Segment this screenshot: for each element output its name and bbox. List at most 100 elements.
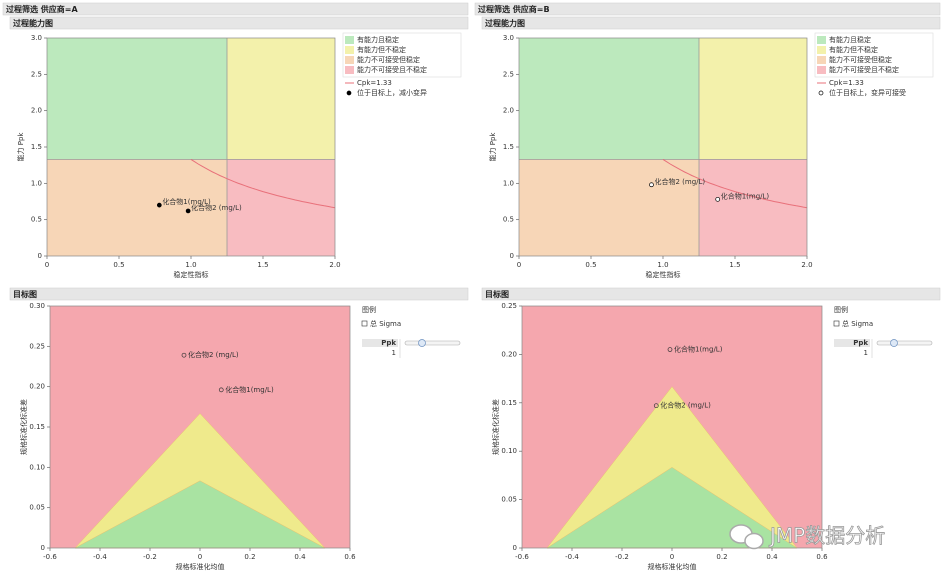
point-label: 化合物1(mg/L) (162, 197, 211, 206)
legend-label: Cpk=1.33 (357, 79, 392, 87)
capability-region (519, 38, 699, 160)
y-axis-title: 能力 Ppk (488, 132, 497, 162)
y-tick-label: 0.5 (503, 216, 514, 224)
legend-marker (818, 90, 824, 96)
point-label: 化合物1(mg/L) (721, 191, 770, 200)
legend-label: 有能力但不稳定 (357, 45, 406, 54)
y-tick-label: 1.5 (31, 143, 42, 151)
y-tick-label: 0.15 (29, 423, 45, 431)
y-tick-label: 0 (41, 544, 45, 552)
legend-frame (814, 32, 934, 78)
legend-label: 能力不可接受且不稳定 (829, 65, 899, 74)
y-tick-label: 0 (38, 252, 42, 260)
x-tick-label: 1.0 (657, 261, 668, 269)
legend-swatch (345, 36, 354, 44)
x-tick-label: 1.5 (257, 261, 268, 269)
capability-region (47, 38, 227, 160)
x-tick-label: -0.6 (43, 553, 57, 561)
capability-region (47, 159, 227, 256)
x-tick-label: 2.0 (329, 261, 340, 269)
legend-swatch (345, 46, 354, 54)
y-tick-label: 2.5 (503, 70, 514, 78)
x-tick-label: 0.5 (585, 261, 596, 269)
legend-swatch (817, 66, 826, 74)
table-cell: 1 (392, 349, 396, 357)
section-header (481, 16, 941, 30)
legend-label: 能力不可接受且不稳定 (357, 65, 427, 74)
watermark-text: JMP数据分析 (768, 524, 885, 548)
section-header (9, 16, 469, 30)
section-title: 过程能力图 (13, 18, 53, 28)
legend-label: 有能力且稳定 (357, 35, 399, 44)
legend-marker (346, 90, 352, 96)
point-label: 化合物2 (mg/L) (188, 350, 239, 359)
y-tick-label: 0 (510, 252, 514, 260)
y-tick-label: 0.25 (29, 342, 45, 350)
y-tick-label: 0 (513, 544, 517, 552)
x-tick-label: 0.4 (766, 553, 778, 561)
cpk-curve (662, 158, 808, 209)
legend-label: 位于目标上，减小变异 (357, 88, 427, 97)
point-label: 化合物2 (mg/L) (191, 203, 242, 212)
ppk-slider-knob[interactable] (418, 339, 426, 347)
y-tick-label: 0.10 (29, 463, 45, 471)
legend-marker (361, 320, 368, 327)
y-tick-label: 0.25 (501, 302, 517, 310)
y-tick-label: 0.5 (31, 216, 42, 224)
y-tick-label: 0.20 (501, 350, 517, 358)
watermark: JMP数据分析 (729, 523, 886, 550)
panel-header (474, 2, 941, 16)
y-tick-label: 0.05 (29, 504, 45, 512)
y-tick-label: 0.30 (29, 302, 45, 310)
y-tick-label: 0.05 (501, 496, 517, 504)
legend-frame (342, 32, 462, 78)
x-tick-label: -0.2 (143, 553, 157, 561)
ppk-slider[interactable] (876, 340, 933, 346)
section-header (481, 287, 941, 301)
y-tick-label: 2.0 (503, 107, 514, 115)
ppk-slider[interactable] (404, 340, 461, 346)
data-point (649, 182, 654, 188)
section-header (9, 287, 469, 301)
x-tick-label: 2.0 (801, 261, 812, 269)
panel-header (2, 2, 469, 16)
legend-label: 能力不可接受但稳定 (829, 55, 892, 64)
legend-swatch (817, 56, 826, 64)
legend-label: 总 Sigma (842, 319, 873, 328)
section-title: 目标图 (13, 289, 37, 299)
capability-region (699, 159, 807, 256)
legend-title: 图例 (362, 305, 376, 314)
ppk-slider-knob[interactable] (890, 339, 898, 347)
cpk-curve (190, 158, 336, 209)
x-axis-title: 稳定性指标 (174, 270, 209, 279)
x-tick-label: 1.0 (185, 261, 196, 269)
y-axis-title: 能力 Ppk (16, 132, 25, 162)
x-tick-label: 0 (670, 553, 674, 561)
section-title: 目标图 (485, 289, 509, 299)
y-tick-label: 1.0 (503, 179, 514, 187)
y-tick-label: 3.0 (31, 34, 42, 42)
capability-region (227, 159, 335, 256)
data-point (715, 196, 721, 202)
x-tick-label: 0.2 (716, 553, 727, 561)
x-axis-title: 规格标准化均值 (648, 562, 697, 571)
panel-title: 过程筛选 供应商=A (6, 4, 78, 14)
x-axis-title: 稳定性指标 (646, 270, 681, 279)
point-label: 化合物1(mg/L) (674, 345, 723, 354)
legend-title: 图例 (834, 305, 848, 314)
y-tick-label: 0.10 (501, 447, 517, 455)
x-tick-label: 0 (517, 261, 521, 269)
x-tick-label: -0.6 (515, 553, 529, 561)
legend-swatch (817, 36, 826, 44)
x-axis-title: 规格标准化均值 (176, 562, 225, 571)
panel-title: 过程筛选 供应商=B (478, 4, 550, 14)
data-point (185, 208, 191, 214)
legend-swatch (345, 66, 354, 74)
table-header-cell (834, 339, 870, 347)
x-tick-label: -0.4 (565, 553, 579, 561)
y-tick-label: 2.0 (31, 107, 42, 115)
data-point (156, 202, 162, 208)
legend-label: 位于目标上，变异可接受 (829, 88, 906, 97)
